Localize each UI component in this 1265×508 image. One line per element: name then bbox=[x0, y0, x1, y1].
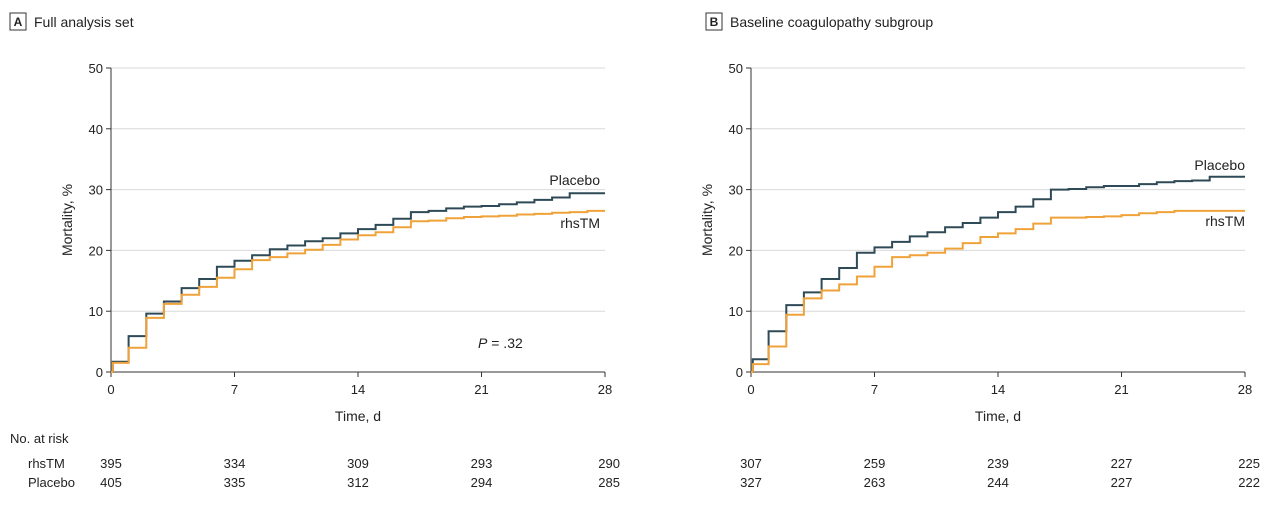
panel-a-ytick-label: 30 bbox=[89, 183, 103, 198]
panel-a-xtick-label: 21 bbox=[474, 382, 488, 397]
panel-b-at-risk-value: 227 bbox=[1111, 456, 1133, 471]
panel-b-ytick-label: 30 bbox=[729, 183, 743, 198]
panel-b-xtick-label: 28 bbox=[1238, 382, 1252, 397]
panel-b-letter-box bbox=[705, 12, 723, 31]
panel-a-ytick-label: 0 bbox=[96, 365, 103, 380]
panel-a-at-risk-value: 395 bbox=[100, 456, 122, 471]
panel-b-xtick-label: 14 bbox=[991, 382, 1005, 397]
panel-a-series-rhstm bbox=[111, 209, 605, 373]
panel-a-y-axis-label: Mortality, % bbox=[59, 184, 75, 256]
panel-b-series-rhstm bbox=[751, 209, 1245, 373]
panel-a-p-value-text: = .32 bbox=[487, 335, 523, 351]
panel-a-at-risk-value: 309 bbox=[347, 456, 369, 471]
panel-b-ytick-label: 20 bbox=[729, 243, 743, 258]
panel-b-series-label-placebo: Placebo bbox=[1194, 157, 1245, 173]
panel-a-letter-box bbox=[9, 12, 27, 31]
panel-b-at-risk-value: 227 bbox=[1111, 475, 1133, 490]
panel-a-at-risk-value: 334 bbox=[224, 456, 246, 471]
panel-a-at-risk-header: No. at risk bbox=[10, 431, 69, 446]
panel-b-at-risk-value: 307 bbox=[740, 456, 762, 471]
panel-a-xtick-label: 14 bbox=[351, 382, 365, 397]
panel-a-p-value: P = .32 bbox=[478, 335, 523, 351]
panel-a-at-risk-value: 405 bbox=[100, 475, 122, 490]
panel-a-title: Full analysis set bbox=[34, 14, 134, 30]
panel-b-ytick-label: 10 bbox=[729, 304, 743, 319]
panel-b-ytick-label: 50 bbox=[729, 61, 743, 76]
panel-a-xtick-label: 7 bbox=[231, 382, 238, 397]
panel-b-xtick-label: 21 bbox=[1114, 382, 1128, 397]
panel-b-ytick-label: 40 bbox=[729, 122, 743, 137]
panel-a-at-risk-label-rhstm: rhsTM bbox=[28, 456, 65, 471]
panel-a-at-risk-label-placebo: Placebo bbox=[28, 475, 75, 490]
panel-a-at-risk-value: 290 bbox=[598, 456, 620, 471]
panel-b-at-risk-value: 225 bbox=[1238, 456, 1260, 471]
panel-a-series-placebo bbox=[111, 192, 605, 373]
panel-b-at-risk-value: 244 bbox=[987, 475, 1009, 490]
panel-a-at-risk-value: 293 bbox=[471, 456, 493, 471]
panel-a-x-axis-label: Time, d bbox=[335, 408, 381, 424]
panel-b-title: Baseline coagulopathy subgroup bbox=[730, 14, 933, 30]
panel-b-y-axis-label: Mortality, % bbox=[699, 184, 715, 256]
panel-b-at-risk-value: 239 bbox=[987, 456, 1009, 471]
panel-a-xtick-label: 0 bbox=[107, 382, 114, 397]
panel-a-at-risk-value: 285 bbox=[598, 475, 620, 490]
panel-a-series-label-placebo: Placebo bbox=[549, 172, 600, 188]
panel-a-xtick-label: 28 bbox=[598, 382, 612, 397]
panel-a-ytick-label: 10 bbox=[89, 304, 103, 319]
panel-a-ytick-label: 50 bbox=[89, 61, 103, 76]
panel-a-ytick-label: 40 bbox=[89, 122, 103, 137]
panel-a-series-label-rhstm: rhsTM bbox=[560, 215, 600, 231]
panel-b-series-label-rhstm: rhsTM bbox=[1205, 213, 1245, 229]
panel-b-xtick-label: 7 bbox=[871, 382, 878, 397]
panel-b-letter: B bbox=[710, 15, 719, 29]
panel-a-at-risk-value: 294 bbox=[471, 475, 493, 490]
panel-b-xtick-label: 0 bbox=[747, 382, 754, 397]
panel-a-ytick-label: 20 bbox=[89, 243, 103, 258]
panel-a-p-value-symbol: P bbox=[478, 335, 488, 351]
panel-a-at-risk-value: 312 bbox=[347, 475, 369, 490]
panel-b-at-risk-value: 263 bbox=[864, 475, 886, 490]
panel-a-letter: A bbox=[14, 15, 23, 29]
panel-b-series-placebo bbox=[751, 175, 1245, 373]
panel-b-at-risk-value: 222 bbox=[1238, 475, 1260, 490]
panel-a-at-risk-value: 335 bbox=[224, 475, 246, 490]
panel-b-at-risk-value: 259 bbox=[864, 456, 886, 471]
panel-b-ytick-label: 0 bbox=[736, 365, 743, 380]
panel-b-at-risk-value: 327 bbox=[740, 475, 762, 490]
panel-b-x-axis-label: Time, d bbox=[975, 408, 1021, 424]
